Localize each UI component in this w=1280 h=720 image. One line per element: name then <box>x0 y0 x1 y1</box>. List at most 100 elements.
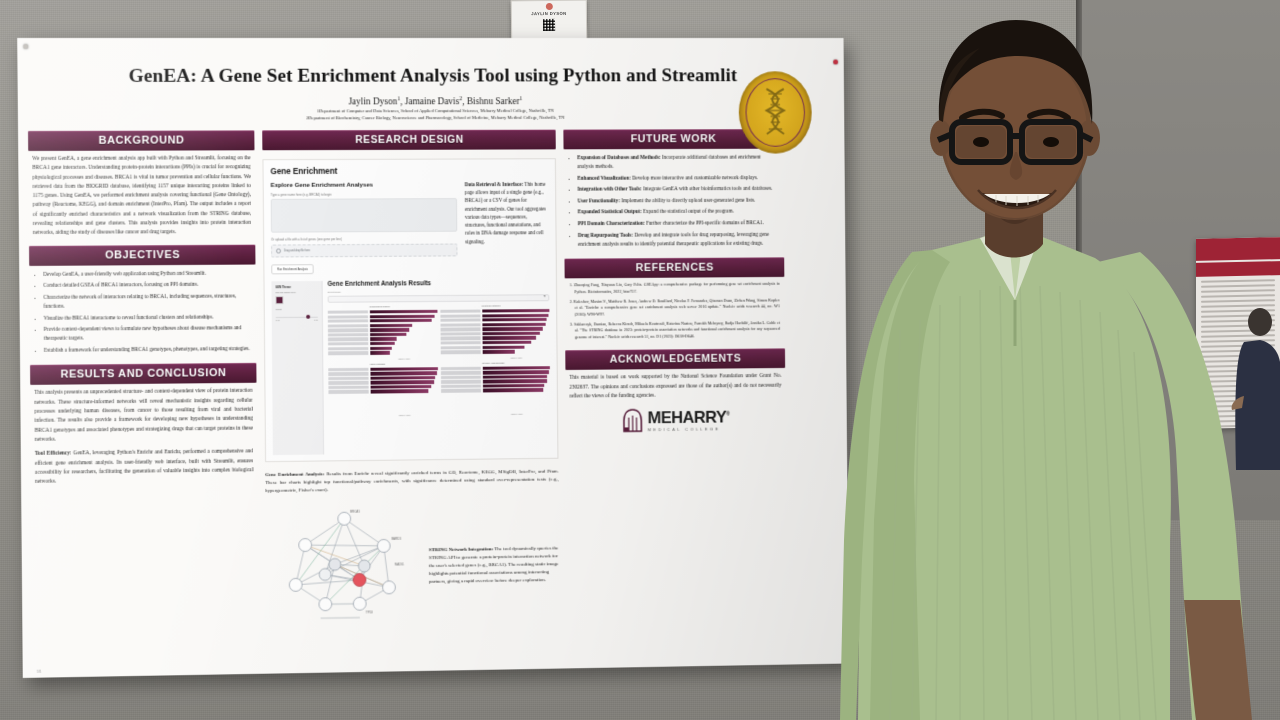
chart-title: GO Biological Process <box>369 306 390 309</box>
objective-item: Visualize the BRCA1 interactome to revea… <box>44 313 250 324</box>
enrichment-bar-chart: GO Biological Process -log10(p-value) <box>327 306 438 361</box>
section-results: RESULTS AND CONCLUSION This analysis pre… <box>30 363 257 487</box>
results-paragraph-2: Tool Efficiency: GenEA, leveraging Pytho… <box>31 443 258 488</box>
placard-dot-icon <box>545 2 553 11</box>
chart-bar <box>482 388 544 393</box>
chart-bar <box>482 370 549 375</box>
chart-bar <box>369 346 393 350</box>
section-background: BACKGROUND We present GenEA, a gene enri… <box>28 130 255 238</box>
placard-name: JAYLIN DYSON <box>531 10 567 17</box>
string-network-row: BRCA1 BARD1 RAD51 TP53 STRING Network In… <box>265 502 559 623</box>
upload-label: Or upload a file with a list of genes (o… <box>271 237 342 242</box>
section-heading-objectives: OBJECTIVES <box>29 244 256 266</box>
future-work-item-text: Implement the ability to directly upload… <box>621 197 756 205</box>
chart-bar <box>370 380 435 385</box>
affiliation-2: 2Department of Biochemistry, Cancer Biol… <box>306 114 565 121</box>
future-work-item: Drug Repurposing Tools: Develop and inte… <box>578 231 779 250</box>
data-retrieval-note: Data Retrieval & Interface: This home pa… <box>465 181 549 274</box>
slider-min: 0.00 <box>275 320 280 323</box>
qr-code-icon <box>542 18 556 32</box>
sidebar-heading: GEN Theme <box>275 285 292 290</box>
poster-pin-top-left <box>23 43 29 49</box>
svg-text:TP53: TP53 <box>366 610 373 614</box>
chart-bar <box>482 379 547 384</box>
run-enrichment-button[interactable]: Run Enrichment Analysis <box>271 264 314 275</box>
gene-input-field[interactable] <box>270 198 458 233</box>
poster-pin-top-right <box>833 59 839 65</box>
chart-bar <box>369 337 397 341</box>
poster-columns: BACKGROUND We present GenEA, a gene enri… <box>28 129 839 627</box>
chart-xlabel: -log10(p-value) <box>510 413 523 416</box>
chart-bars <box>369 306 438 355</box>
objective-item: Characterize the network of interactors … <box>43 292 250 312</box>
streamlit-app-screenshot: Gene Enrichment Explore Gene Enrichment … <box>262 158 559 463</box>
section-references: REFERENCES 1. Zhuoqing Fang, Xinyuan Liu… <box>564 257 785 344</box>
chart-bar <box>482 374 548 379</box>
slider-label: Count <box>275 308 282 312</box>
section-heading-results: RESULTS AND CONCLUSION <box>30 363 257 386</box>
poster-column-middle: RESEARCH DESIGN Gene Enrichment Explore … <box>262 129 560 623</box>
chart-bar <box>370 389 429 394</box>
svg-text:BARD1: BARD1 <box>391 537 401 541</box>
chart-bar <box>369 314 435 319</box>
objective-item: Establish a framework for understanding … <box>44 345 250 356</box>
library-select-label: Select library <box>327 290 342 294</box>
reference-item: 3. Szklarczyk, Damian, Rebecca Kirsch, M… <box>569 319 781 340</box>
future-work-item-label: Integration with Other Tools: <box>577 186 644 193</box>
gene-input-label: Type a gene name here (e.g. BRCA1) to be… <box>270 192 332 197</box>
app-page-title: Gene Enrichment <box>270 165 338 176</box>
future-work-item-text: Expand the statistical output of the pro… <box>642 209 734 216</box>
chart-bar <box>481 308 550 313</box>
string-network-diagram: BRCA1 BARD1 RAD51 TP53 <box>265 504 423 623</box>
results-paragraph-1: This analysis presents an unprecedented … <box>34 388 253 443</box>
section-heading-research-design: RESEARCH DESIGN <box>262 129 556 151</box>
acknowledgements-text: This material is based on work supported… <box>569 373 782 400</box>
chart-bar <box>482 345 525 349</box>
chart-bar <box>369 318 433 323</box>
chart-bar <box>482 383 545 388</box>
references-list: 1. Zhuoqing Fang, Xinyuan Liu, Gary Pelt… <box>565 277 785 341</box>
results-heading: Gene Enrichment Analysis Results <box>327 280 432 288</box>
enrichment-bar-chart: InterPro / Pfam Domains -log10(p-value) <box>440 362 550 417</box>
chart-category-labels <box>327 310 369 355</box>
chart-xlabel: -log10(p-value) <box>397 358 411 361</box>
section-objectives: OBJECTIVES Develop GenEA, a user-friendl… <box>29 244 256 358</box>
section-heading-acknowledgements: ACKNOWLEDGEMENTS <box>565 348 786 371</box>
chart-bar <box>369 350 391 355</box>
background-text: We present GenEA, a gene enrichment anal… <box>32 155 252 237</box>
meharry-logo: MEHARRY® MEDICAL COLLEGE <box>566 407 786 433</box>
future-work-item-text: Integrate GenEA with other bioinformatic… <box>643 186 773 193</box>
chart-bar <box>482 349 515 354</box>
color-picker-swatch[interactable] <box>275 296 284 305</box>
chart-bar <box>369 323 412 328</box>
research-poster: GenEA: A Gene Set Enrichment Analysis To… <box>17 37 849 678</box>
future-work-item-text: Further characterize the PPI-specific do… <box>646 220 764 227</box>
poster-column-right: FUTURE WORK Expansion of Databases and M… <box>563 129 787 618</box>
string-network-note: STRING Network Integration: The tool dyn… <box>428 502 559 587</box>
slider-knob[interactable] <box>306 315 311 320</box>
color-picker-label: Pick bar graph color <box>275 292 296 295</box>
chart-bar <box>482 331 541 336</box>
future-work-item-text: Develop more interactive and customizabl… <box>632 174 758 182</box>
future-work-item-label: User Functionality: <box>577 198 622 205</box>
poster-footer-note: 1/1 <box>36 669 42 674</box>
data-retrieval-text: This home page allows input of a single … <box>464 181 546 246</box>
objectives-list: Develop GenEA, a user-friendly web appli… <box>29 264 256 356</box>
chart-bar <box>369 328 410 332</box>
poster-authors: Jaylin Dyson1, Jamaine Davis2, Bishnu Sa… <box>348 96 523 108</box>
file-upload-dropzone[interactable]: Drag and drop file here <box>271 243 458 258</box>
library-select[interactable] <box>327 294 550 303</box>
count-slider[interactable]: 0.00 1.00 <box>275 315 318 323</box>
chart-caption-label: Gene Enrichment Analysis: <box>265 472 325 478</box>
meharry-wordmark: MEHARRY® MEDICAL COLLEGE <box>647 407 729 432</box>
app-input-panel: Explore Gene Enrichment Analyses Type a … <box>271 181 458 275</box>
chart-bar <box>482 336 537 340</box>
upload-cloud-icon <box>276 248 282 254</box>
dna-seal-logo <box>738 71 813 154</box>
chart-xlabel: -log10(p-value) <box>509 357 523 360</box>
future-work-item-label: Expanded Statistical Output: <box>577 209 644 216</box>
future-work-item: PPI Domain Characterization: Further cha… <box>578 219 778 229</box>
chart-bar <box>482 327 543 331</box>
chart-bars <box>482 362 550 393</box>
objective-item: Develop GenEA, a user-friendly web appli… <box>43 269 249 279</box>
